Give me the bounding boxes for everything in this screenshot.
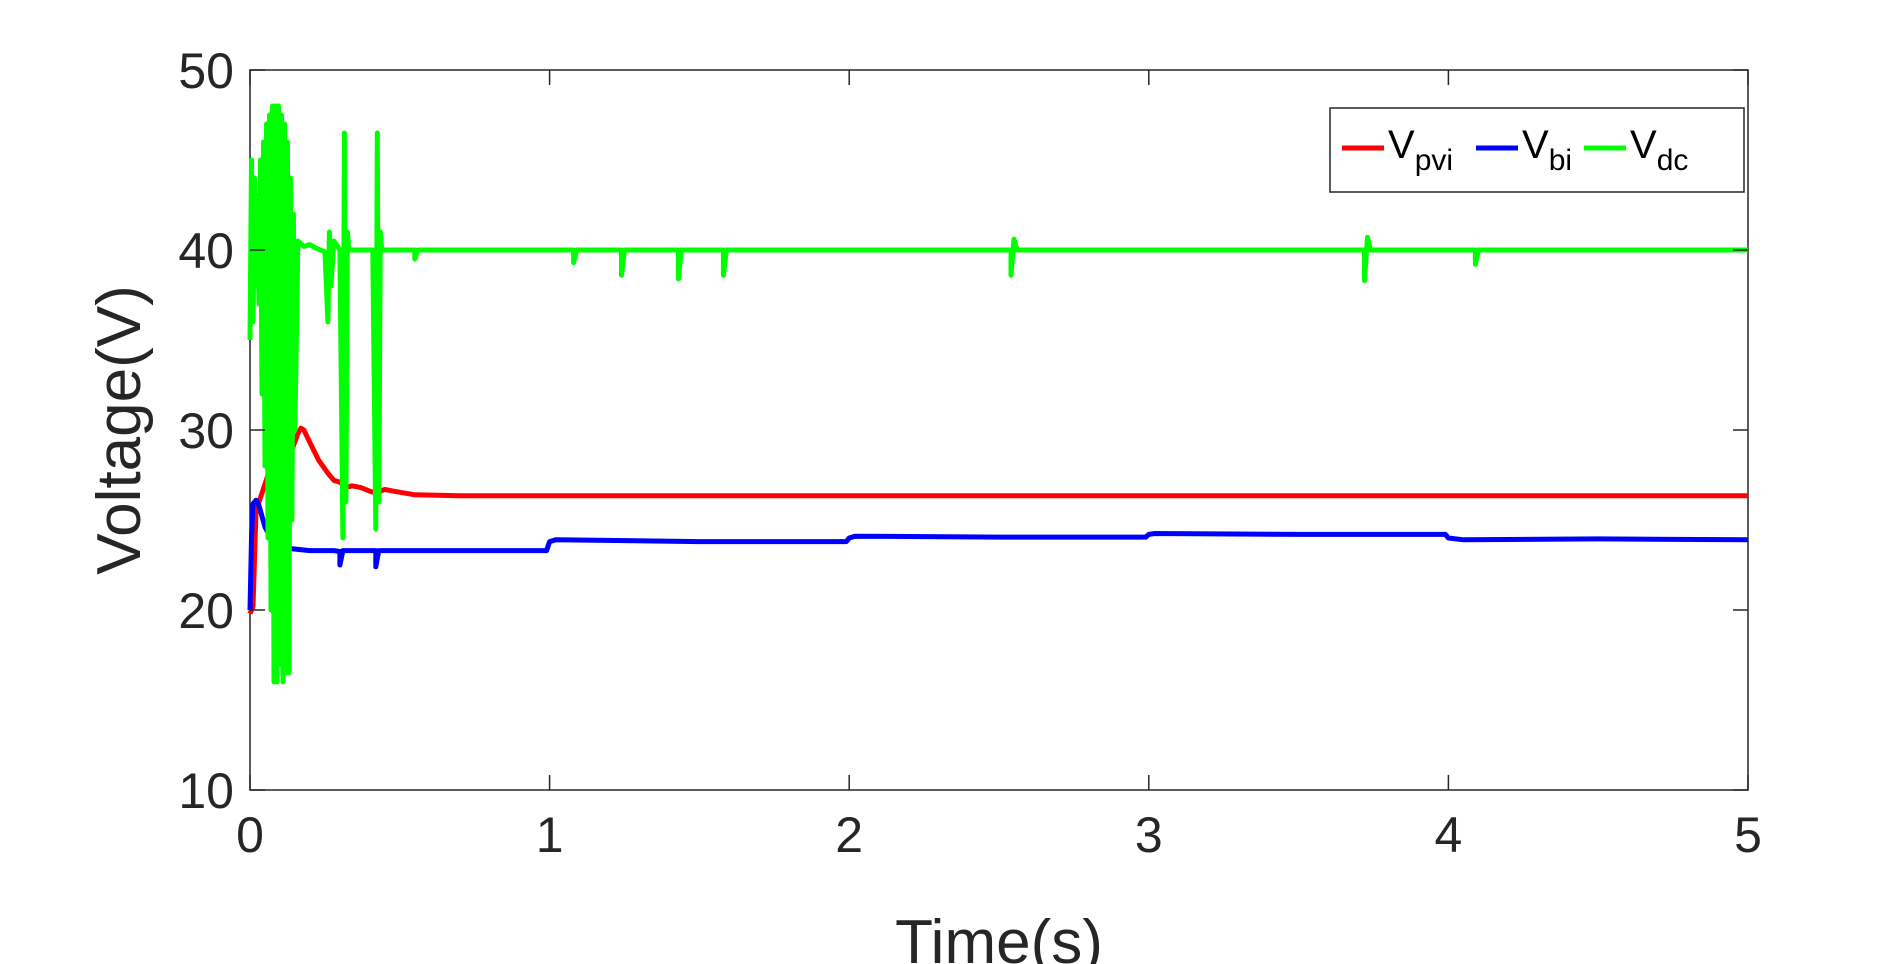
y-tick-label: 40 — [178, 223, 234, 279]
series-layer — [247, 103, 1749, 685]
x-tick-label: 3 — [1135, 807, 1163, 863]
x-axis-label: Time(s) — [895, 908, 1103, 964]
x-tick-label: 0 — [236, 807, 264, 863]
y-tick-label: 50 — [178, 43, 234, 99]
legend-item-bi: Vbi — [1476, 123, 1572, 177]
legend: Vpvi Vbi Vdc — [1329, 107, 1745, 193]
y-tick-labels: 10 20 30 40 50 — [178, 43, 234, 819]
series-line-dc — [247, 103, 1748, 685]
y-axis-label: Voltage(V) — [85, 285, 154, 575]
y-tick-label: 20 — [178, 583, 234, 639]
legend-item-dc: Vdc — [1584, 123, 1688, 177]
x-tick-label: 1 — [536, 807, 564, 863]
x-tick-labels: 0 1 2 3 4 5 — [236, 807, 1762, 863]
legend-items: Vpvi Vbi Vdc — [1342, 123, 1688, 177]
x-tick-label: 4 — [1434, 807, 1462, 863]
x-tick-label: 5 — [1734, 807, 1762, 863]
tick-marks — [249, 69, 1749, 791]
legend-box — [1329, 107, 1745, 193]
legend-label: Vpvi — [1388, 123, 1453, 177]
legend-item-pvi: Vpvi — [1342, 123, 1453, 177]
x-tick-label: 2 — [835, 807, 863, 863]
y-tick-label: 30 — [178, 403, 234, 459]
legend-label: Vdc — [1630, 123, 1688, 177]
legend-label: Vbi — [1522, 123, 1572, 177]
y-tick-label: 10 — [178, 763, 234, 819]
